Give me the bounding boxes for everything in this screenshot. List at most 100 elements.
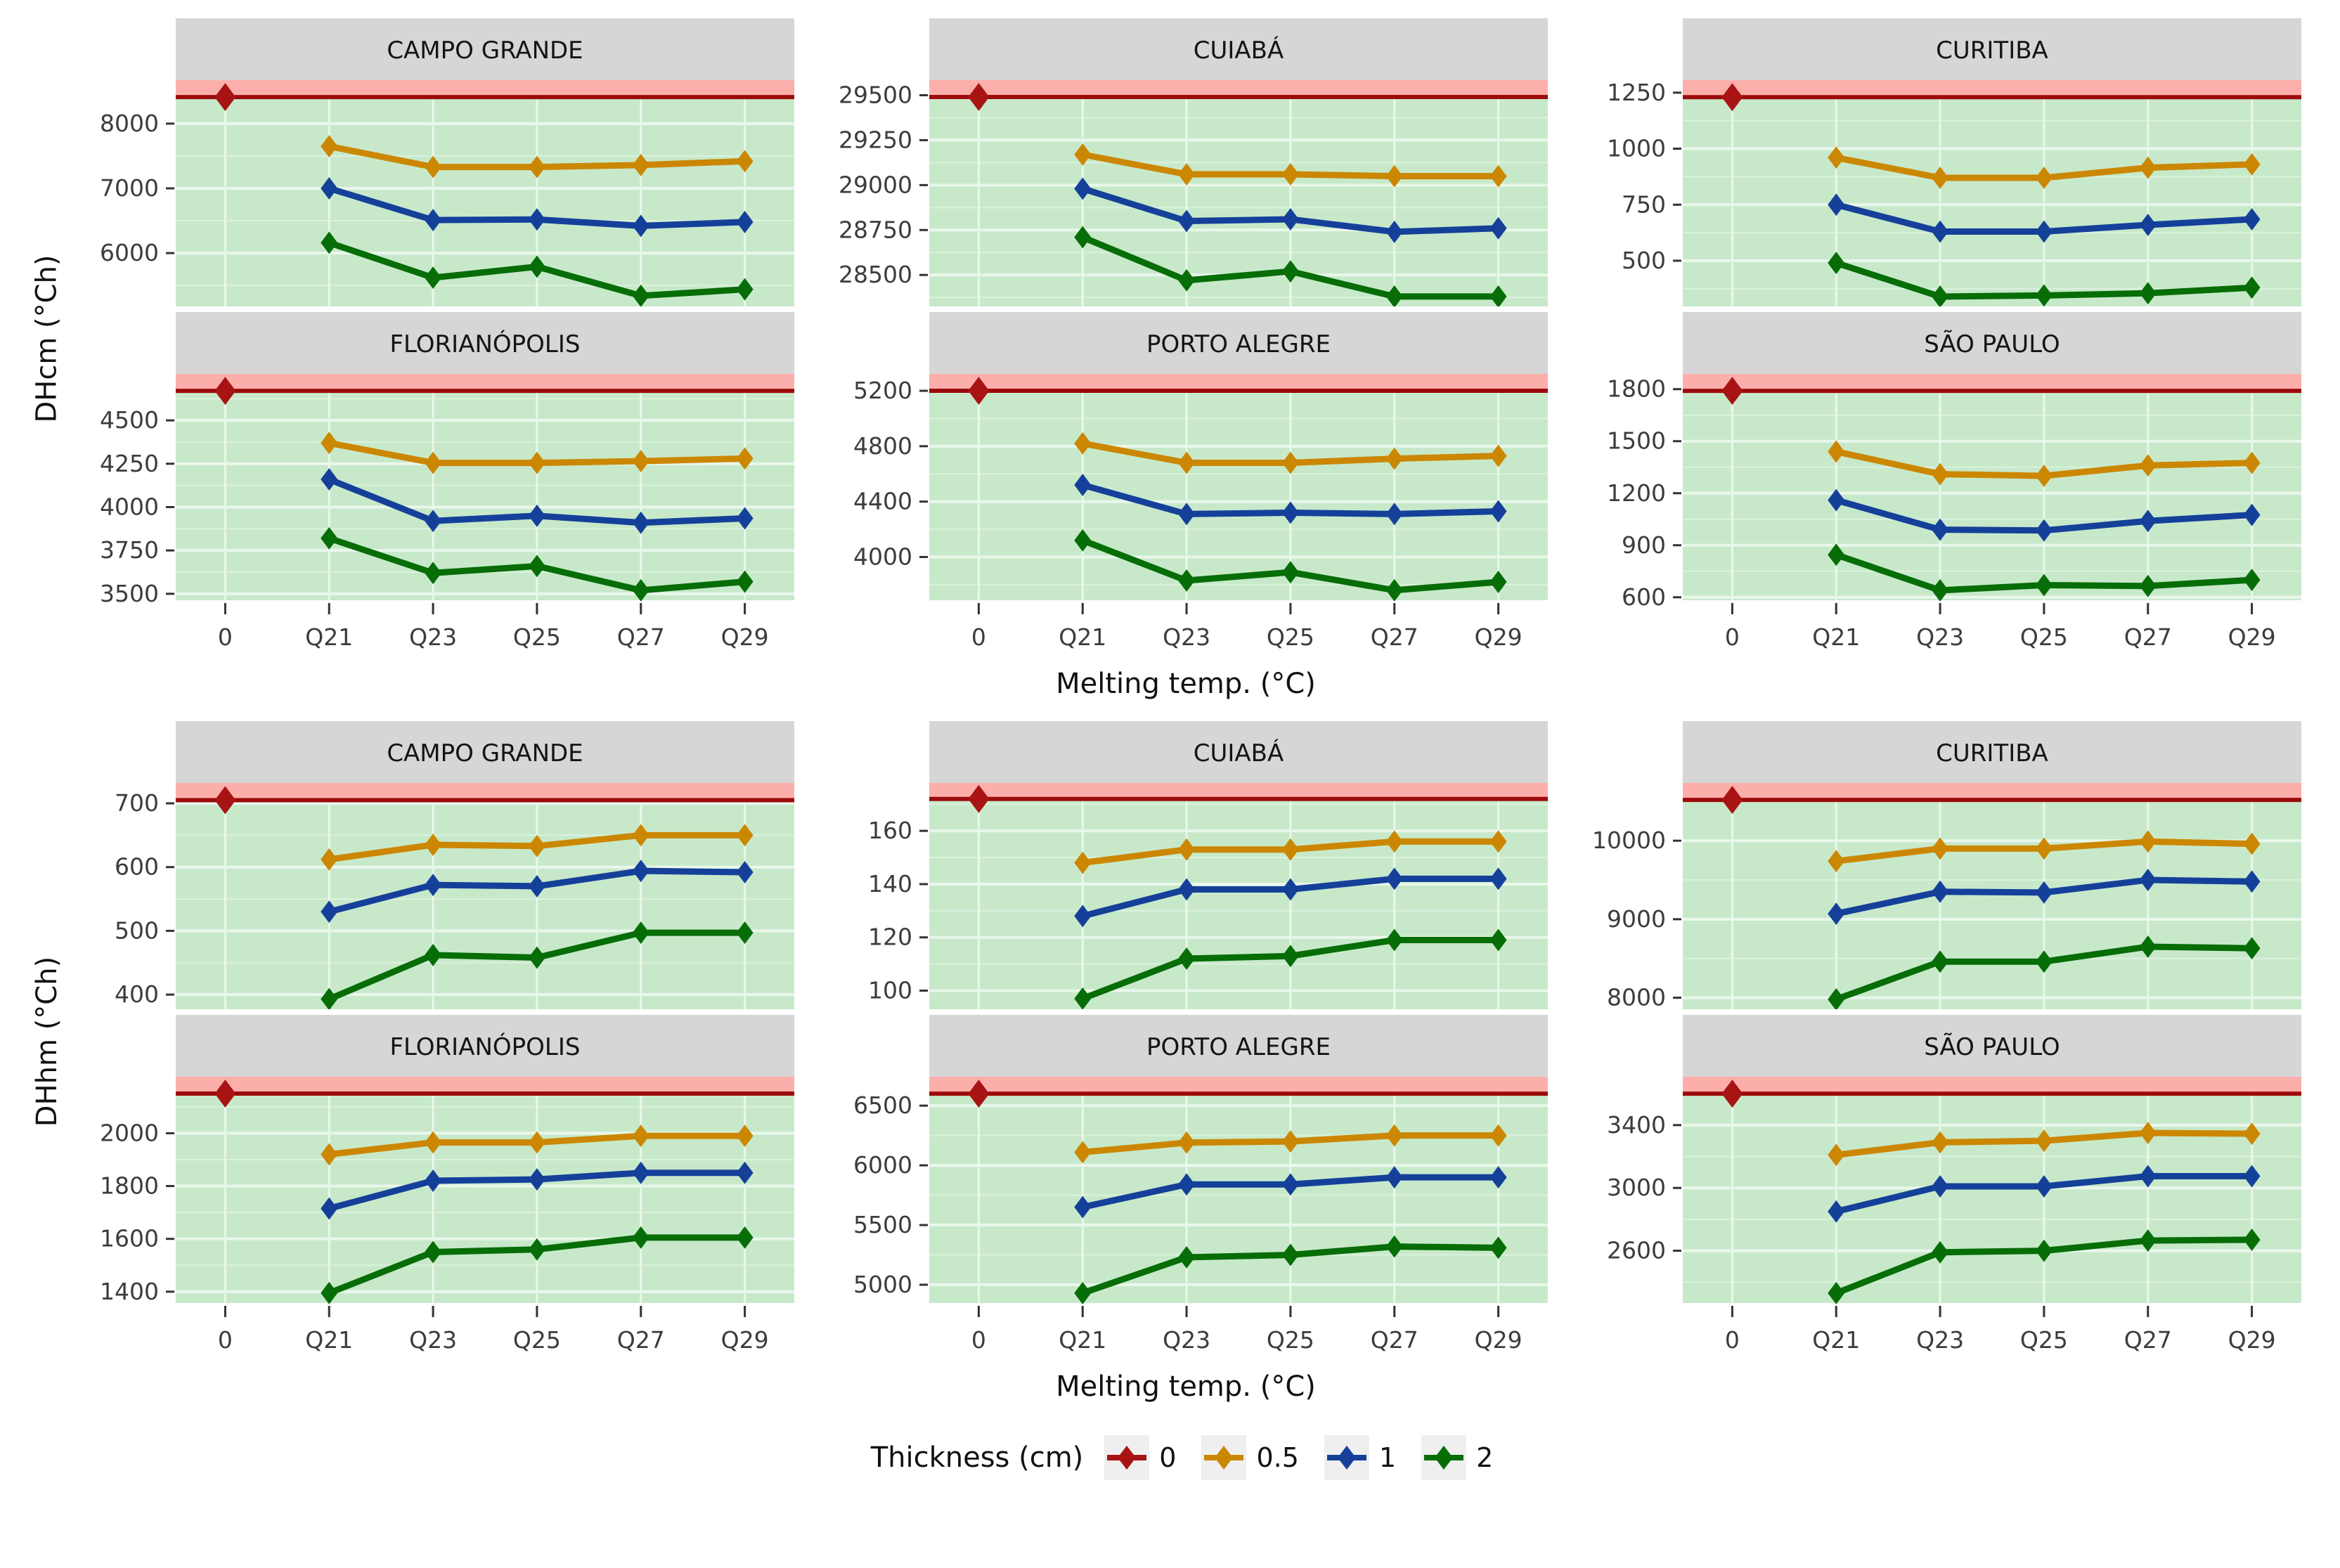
facet-title: SÃO PAULO (1924, 1033, 2060, 1061)
point-thickness-0 (968, 784, 990, 813)
point-thickness-1 (1385, 867, 1403, 890)
point-thickness-2 (1281, 1243, 1299, 1266)
point-thickness-0.5 (425, 155, 442, 179)
point-thickness-1 (425, 510, 442, 533)
point-thickness-2 (2139, 574, 2157, 597)
point-thickness-1 (2139, 510, 2157, 533)
point-thickness-2 (1385, 1235, 1403, 1258)
y-tick-label: 5500 (853, 1211, 912, 1238)
y-tick-label: 4500 (100, 406, 159, 434)
y-tick-label: 1000 (1607, 135, 1666, 162)
y-tick-label: 4400 (853, 488, 912, 515)
x-tick-label: Q29 (1475, 1326, 1523, 1354)
point-thickness-1 (528, 504, 545, 527)
point-thickness-1 (2035, 519, 2053, 542)
point-thickness-1 (2243, 870, 2261, 893)
y-tick-label: 6000 (100, 239, 159, 266)
band-above-ref (1683, 1077, 2301, 1094)
y-tick-label: 1800 (100, 1172, 159, 1200)
facet-strip (1683, 721, 2301, 783)
band-below-ref (176, 800, 794, 1009)
point-thickness-0 (1721, 786, 1743, 815)
x-tick-label: Q29 (721, 1326, 769, 1354)
group-dhcm: DHcm (°Ch) CAMPO GRANDE 8000 7000 6000 CUIAB… (24, 18, 2340, 700)
point-thickness-0 (968, 1080, 990, 1108)
point-thickness-0.5 (1932, 1131, 1949, 1154)
point-thickness-0.5 (1074, 851, 1092, 874)
point-thickness-1 (1828, 902, 1845, 926)
point-thickness-2 (425, 266, 442, 290)
y-tick-label: 700 (115, 789, 159, 817)
y-tick-label: 1800 (1607, 375, 1666, 403)
y-tick-label: 5200 (853, 377, 912, 404)
band-below-ref (929, 1094, 1548, 1303)
point-thickness-1 (1281, 207, 1299, 231)
point-thickness-0.5 (528, 834, 545, 857)
point-thickness-2 (1828, 1281, 1845, 1304)
legend-swatch-icon (1324, 1435, 1369, 1480)
facet-strip (176, 721, 794, 783)
x-tick-label: Q23 (409, 1326, 457, 1354)
x-tick-label: Q23 (1916, 623, 1964, 651)
point-thickness-1 (2243, 503, 2261, 526)
point-thickness-1 (1932, 518, 1949, 541)
y-axis-title-wrap-dhhm: DHhm (°Ch) (24, 721, 70, 1362)
facet-grid-dhhm: CAMPO GRANDE 700 600 500 400 CUIABÁ 160 140 120 1… (70, 721, 2340, 1363)
point-thickness-0 (1721, 1080, 1743, 1108)
legend-keys: 0 0.5 1 2 (1104, 1435, 1493, 1480)
point-thickness-1 (528, 1168, 545, 1191)
y-tick-label: 29000 (839, 171, 912, 198)
facet-title: CUIABÁ (1194, 739, 1284, 767)
facet-strip (176, 1015, 794, 1077)
point-thickness-0.5 (425, 1131, 442, 1154)
point-thickness-2 (1178, 569, 1196, 592)
facet-title: CUIABÁ (1194, 36, 1284, 65)
band-below-ref (1683, 800, 2301, 1009)
point-thickness-2 (1074, 529, 1092, 552)
facet-panel-florianopolis: FLORIANÓPOLIS 2000 1800 1600 1400 0 Q21 Q23 Q25 Q… (100, 1015, 794, 1354)
facet-title: CURITIBA (1936, 739, 2048, 767)
facet-panel-curitiba: CURITIBA 10000 9000 8000 (1592, 721, 2301, 1009)
x-tick-label: Q25 (2020, 623, 2068, 651)
x-tick-label: Q25 (513, 623, 561, 651)
legend-point (1435, 1446, 1454, 1470)
point-thickness-1 (736, 210, 754, 233)
point-thickness-2 (632, 578, 649, 602)
point-thickness-0.5 (1932, 167, 1949, 190)
point-thickness-2 (1828, 252, 1845, 275)
point-thickness-1 (632, 511, 649, 534)
y-tick-label: 6000 (853, 1151, 912, 1179)
x-tick-label: 0 (218, 1326, 233, 1354)
y-tick-label: 3000 (1607, 1174, 1666, 1201)
point-thickness-1 (1178, 503, 1196, 526)
facet-panel-sao-paulo: SÃO PAULO 3400 3000 2600 0 Q21 Q23 Q25 Q27 Q29 (1607, 1015, 2301, 1354)
legend-swatch-icon (1421, 1435, 1467, 1480)
x-tick-label: Q21 (1059, 623, 1106, 651)
point-thickness-1 (321, 1197, 338, 1220)
point-thickness-2 (736, 921, 754, 945)
point-thickness-0.5 (1932, 837, 1949, 860)
facet-strip (176, 312, 794, 374)
facet-panel-cuiaba: CUIABÁ 29500 29250 29000 28750 28500 (839, 18, 1548, 306)
facet-title: CAMPO GRANDE (387, 739, 583, 767)
point-thickness-0.5 (2243, 1122, 2261, 1146)
point-thickness-0.5 (2139, 454, 2157, 477)
point-thickness-1 (736, 507, 754, 530)
y-tick-label: 28500 (839, 261, 912, 288)
legend-key-2: 2 (1421, 1435, 1493, 1480)
point-thickness-1 (1932, 1174, 1949, 1198)
band-below-ref (1683, 391, 2301, 600)
y-tick-label: 600 (1622, 583, 1666, 611)
facet-panel-sao-paulo: SÃO PAULO 1800 1500 1200 900 600 0 Q21 Q23 Q25 Q27… (1607, 312, 2301, 651)
point-thickness-1 (2139, 1165, 2157, 1188)
legend-swatch-icon (1201, 1435, 1247, 1480)
x-tick-label: Q29 (1475, 623, 1523, 651)
band-above-ref (176, 374, 794, 391)
point-thickness-2 (1281, 260, 1299, 283)
y-tick-label: 3400 (1607, 1111, 1666, 1139)
band-below-ref (176, 1094, 794, 1303)
point-thickness-2 (1281, 945, 1299, 968)
band-above-ref (1683, 783, 2301, 801)
point-thickness-2 (2243, 1228, 2261, 1251)
point-thickness-0.5 (1828, 146, 1845, 169)
